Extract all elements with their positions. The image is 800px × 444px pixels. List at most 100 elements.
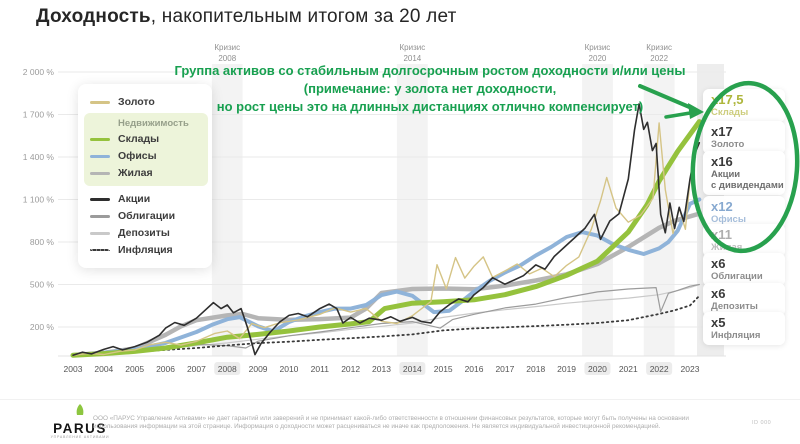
multiplier-name: Депозиты <box>711 301 758 312</box>
svg-text:2009: 2009 <box>249 364 268 374</box>
svg-text:2012: 2012 <box>341 364 360 374</box>
multiplier-name: Акции <box>711 169 741 180</box>
svg-text:2022: 2022 <box>650 364 669 374</box>
multiplier-card-gold: x17 Золото <box>703 121 785 154</box>
chart-legend: Золото Недвижимость Склады Офисы Жилая А… <box>78 84 212 268</box>
svg-text:1 100 %: 1 100 % <box>23 195 55 205</box>
svg-text:2004: 2004 <box>94 364 113 374</box>
svg-text:2010: 2010 <box>279 364 298 374</box>
document-id: ID 000 <box>752 420 772 426</box>
disclaimer-line-1: ООО «ПАРУС Управление Активами» не дает … <box>93 415 689 422</box>
legend-label: Акции <box>118 193 151 205</box>
multiplier-value: x16 <box>711 154 733 169</box>
legend-item-deposits: Депозиты <box>90 225 202 241</box>
svg-text:2007: 2007 <box>187 364 206 374</box>
annotation-note: Группа активов со стабильным долгосрочны… <box>60 62 800 116</box>
legend-item-stocks: Акции <box>90 191 202 207</box>
svg-text:2020: 2020 <box>589 54 607 63</box>
multiplier-value: x11 <box>711 227 732 242</box>
inflation-line-swatch <box>90 249 110 251</box>
svg-text:2 000 %: 2 000 % <box>23 67 55 77</box>
multiplier-value: x17 <box>711 124 733 139</box>
multiplier-card-warehouses: x17,5 Склады <box>703 89 785 122</box>
svg-text:500 %: 500 % <box>30 280 55 290</box>
svg-text:2021: 2021 <box>619 364 638 374</box>
disclaimer-line-2: использования информации на этой страниц… <box>93 422 661 430</box>
footer: PARUS УПРАВЛЕНИЕ АКТИВАМИ ООО «ПАРУС Упр… <box>0 399 800 444</box>
legend-item-inflation: Инфляция <box>90 242 202 258</box>
legend-realestate-group: Недвижимость Склады Офисы Жилая <box>84 113 208 186</box>
multiplier-value: x6 <box>711 256 726 271</box>
svg-text:Кризис: Кризис <box>585 43 611 52</box>
legend-label: Склады <box>118 133 160 145</box>
bonds-line-swatch <box>90 214 110 218</box>
svg-text:2003: 2003 <box>64 364 83 374</box>
svg-text:Кризис: Кризис <box>399 43 425 52</box>
multiplier-name: Золото <box>711 139 745 150</box>
stocks-line-swatch <box>90 197 110 201</box>
svg-text:2022: 2022 <box>650 54 668 63</box>
logo-wordmark: PARUS <box>53 421 107 436</box>
page-title-rest: , накопительным итогом за 20 лет <box>150 6 457 27</box>
svg-text:200 %: 200 % <box>30 322 55 332</box>
multiplier-name: Облигации <box>711 271 763 282</box>
svg-text:2018: 2018 <box>526 364 545 374</box>
legend-label: Депозиты <box>118 227 170 239</box>
svg-text:800 %: 800 % <box>30 237 55 247</box>
multiplier-name-2: с дивидендами <box>711 180 784 191</box>
deposits-line-swatch <box>90 231 110 235</box>
annotation-line-1: Группа активов со стабильным долгосрочны… <box>174 63 686 78</box>
parus-logo: PARUS УПРАВЛЕНИЕ АКТИВАМИ <box>45 404 115 439</box>
multiplier-name: Жилая <box>711 242 743 253</box>
sail-icon <box>76 404 84 415</box>
multiplier-name: Инфляция <box>711 330 761 341</box>
svg-text:Кризис: Кризис <box>646 43 672 52</box>
legend-item-gold: Золото <box>90 94 202 110</box>
legend-item-bonds: Облигации <box>90 208 202 224</box>
svg-text:2006: 2006 <box>156 364 175 374</box>
svg-text:2016: 2016 <box>465 364 484 374</box>
multiplier-value: x17,5 <box>711 92 744 107</box>
legend-item-residential: Жилая <box>90 165 202 181</box>
svg-text:1 400 %: 1 400 % <box>23 152 55 162</box>
svg-text:2014: 2014 <box>403 364 422 374</box>
page-title-bold: Доходность <box>36 6 151 27</box>
svg-text:1 700 %: 1 700 % <box>23 110 55 120</box>
svg-text:2014: 2014 <box>403 54 421 63</box>
multiplier-value: x6 <box>711 286 726 301</box>
svg-text:2023: 2023 <box>681 364 700 374</box>
svg-text:2017: 2017 <box>495 364 514 374</box>
warehouses-line-swatch <box>90 137 110 141</box>
legend-item-offices: Офисы <box>90 148 202 164</box>
logo-subtitle: УПРАВЛЕНИЕ АКТИВАМИ <box>50 435 110 439</box>
multiplier-card-inflation: x5 Инфляция <box>703 312 785 345</box>
annotation-line-3: но рост цены это на длинных дистанциях о… <box>216 99 644 114</box>
legend-label: Офисы <box>118 150 157 162</box>
svg-text:2008: 2008 <box>218 364 237 374</box>
svg-text:2005: 2005 <box>125 364 144 374</box>
residential-line-swatch <box>90 171 110 175</box>
legend-item-warehouses: Склады <box>90 131 202 147</box>
multiplier-card-deposits: x6 Депозиты <box>703 283 785 316</box>
multiplier-card-dividend-stocks: x16 Акции с дивидендами <box>703 151 785 195</box>
offices-line-swatch <box>90 154 110 158</box>
svg-text:Кризис: Кризис <box>214 43 240 52</box>
page-title: Доходность, накопительным итогом за 20 л… <box>36 6 457 28</box>
multiplier-value: x12 <box>711 199 733 214</box>
legend-group-header: Недвижимость <box>118 118 189 129</box>
legend-label: Облигации <box>118 210 176 222</box>
svg-text:2019: 2019 <box>557 364 576 374</box>
svg-text:2013: 2013 <box>372 364 391 374</box>
svg-text:2008: 2008 <box>218 54 236 63</box>
disclaimer-text: ООО «ПАРУС Управление Активами» не дает … <box>93 415 693 430</box>
gold-line-swatch <box>90 100 110 104</box>
legend-label: Инфляция <box>118 244 173 256</box>
annotation-line-2: (примечание: у золота нет доходности, <box>303 81 557 96</box>
multiplier-card-bonds: x6 Облигации <box>703 253 785 286</box>
svg-text:2020: 2020 <box>588 364 607 374</box>
legend-label: Жилая <box>118 167 153 179</box>
multiplier-name: Склады <box>711 107 749 118</box>
svg-text:2011: 2011 <box>311 364 330 374</box>
multiplier-value: x5 <box>711 315 726 330</box>
